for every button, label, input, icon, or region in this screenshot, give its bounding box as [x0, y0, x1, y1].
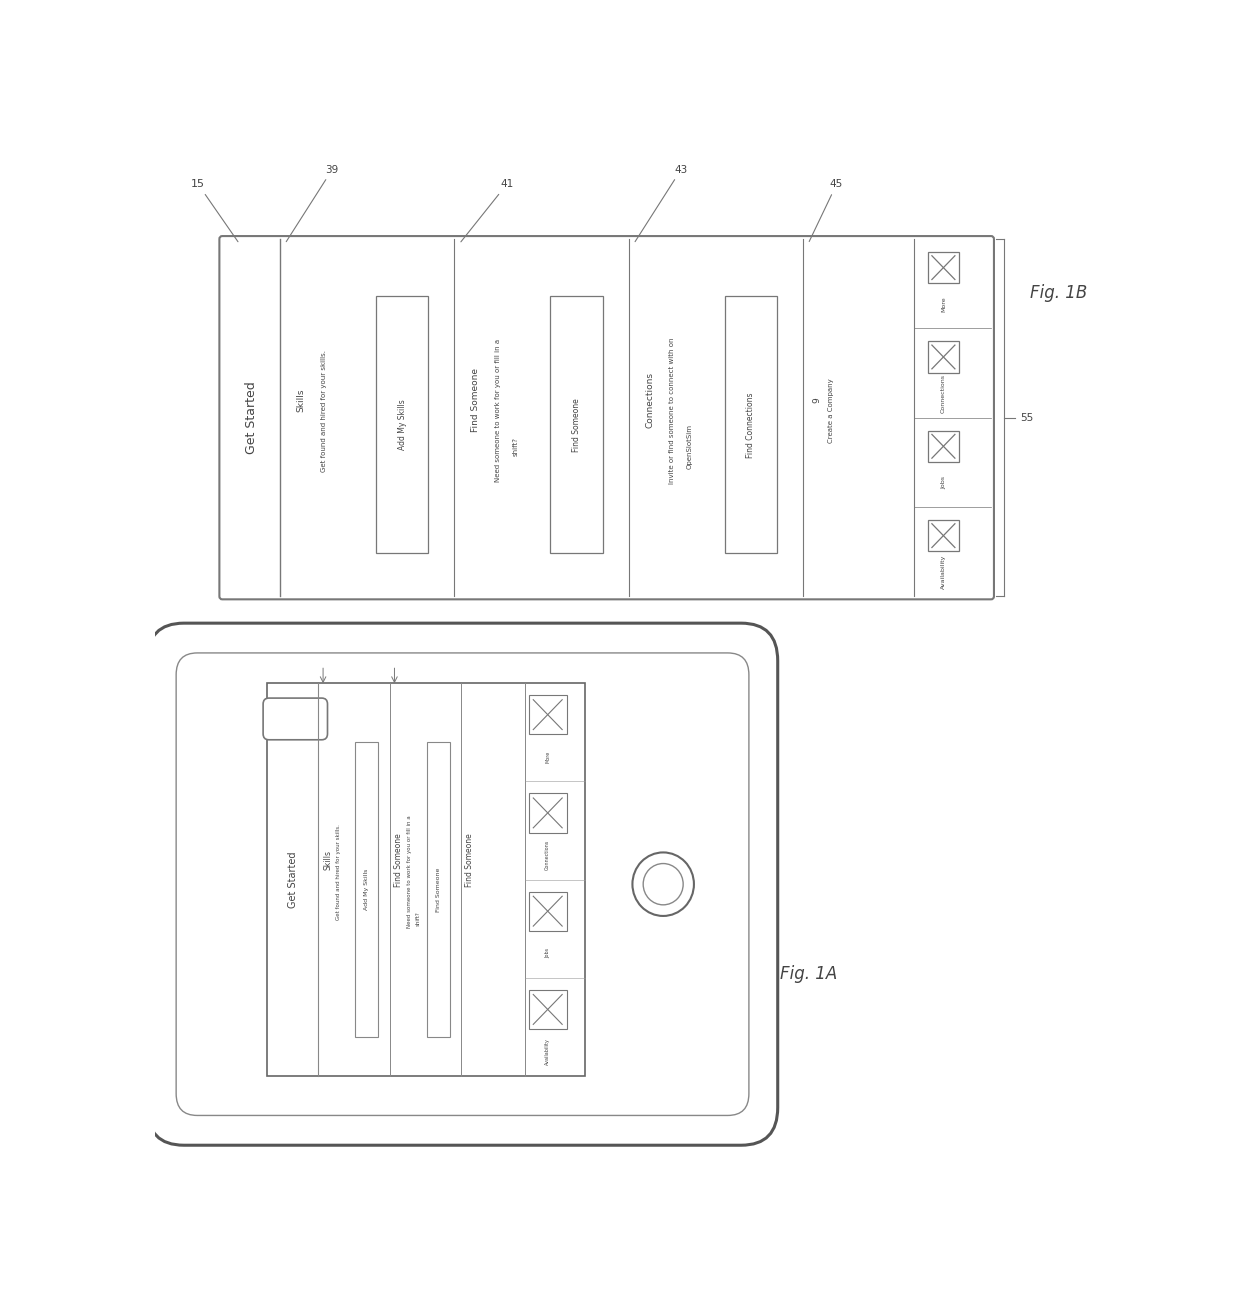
- Text: Availability: Availability: [941, 556, 946, 589]
- Text: Get Started: Get Started: [244, 382, 258, 454]
- Text: Get Started: Get Started: [288, 852, 298, 907]
- Bar: [724, 296, 777, 553]
- Text: Invite or find someone to connect with on: Invite or find someone to connect with o…: [670, 338, 676, 483]
- Text: 15: 15: [191, 179, 238, 242]
- Text: Find Someone: Find Someone: [465, 833, 474, 887]
- Text: Fig. 1B: Fig. 1B: [1029, 284, 1086, 302]
- Text: Find Connections: Find Connections: [746, 392, 755, 458]
- Bar: [929, 342, 959, 373]
- Text: shift?: shift?: [415, 911, 420, 927]
- Text: Skills: Skills: [324, 849, 332, 870]
- Text: Skills: Skills: [296, 388, 305, 411]
- Text: More: More: [546, 750, 551, 763]
- Circle shape: [644, 864, 683, 905]
- Text: 39: 39: [286, 165, 339, 241]
- Text: 9: 9: [812, 397, 821, 402]
- Text: Availability: Availability: [546, 1038, 551, 1065]
- Text: Create a Company: Create a Company: [828, 378, 835, 443]
- FancyBboxPatch shape: [263, 699, 327, 740]
- Text: Find Someone: Find Someone: [572, 398, 582, 451]
- Text: Find Someone: Find Someone: [394, 833, 403, 887]
- Bar: [551, 296, 603, 553]
- Text: Connections: Connections: [941, 374, 946, 412]
- Text: 41: 41: [461, 179, 513, 242]
- Text: Add My Skills: Add My Skills: [398, 400, 407, 450]
- Text: Connections: Connections: [546, 840, 551, 870]
- Text: Get found and hired for your skills.: Get found and hired for your skills.: [336, 824, 341, 920]
- Text: Jobs: Jobs: [941, 477, 946, 490]
- Bar: [528, 695, 567, 735]
- Text: OpenSlotSim: OpenSlotSim: [687, 424, 693, 469]
- Bar: [376, 296, 428, 553]
- FancyBboxPatch shape: [176, 654, 749, 1115]
- Text: Find Someone: Find Someone: [435, 867, 440, 911]
- Bar: [528, 793, 567, 833]
- FancyBboxPatch shape: [148, 623, 777, 1145]
- Circle shape: [632, 852, 694, 916]
- Text: Get found and hired for your skills.: Get found and hired for your skills.: [320, 349, 326, 472]
- Bar: [427, 742, 450, 1036]
- Bar: [929, 251, 959, 284]
- Text: Find Someone: Find Someone: [471, 367, 480, 432]
- Text: Add My Skills: Add My Skills: [365, 869, 370, 910]
- Text: shift?: shift?: [512, 437, 518, 456]
- Bar: [528, 892, 567, 931]
- Text: 43: 43: [635, 165, 688, 241]
- Text: Need someone to work for you or fill in a: Need someone to work for you or fill in …: [407, 816, 412, 928]
- Text: 45: 45: [810, 179, 843, 241]
- Bar: [929, 519, 959, 552]
- Bar: [356, 742, 378, 1036]
- Text: Fig. 1A: Fig. 1A: [780, 964, 837, 982]
- Text: Connections: Connections: [645, 371, 655, 428]
- FancyBboxPatch shape: [219, 236, 994, 599]
- Text: More: More: [941, 296, 946, 312]
- Bar: [268, 683, 585, 1076]
- Bar: [929, 431, 959, 461]
- Text: 55: 55: [1021, 412, 1033, 423]
- Text: Need someone to work for you or fill in a: Need someone to work for you or fill in …: [495, 339, 501, 482]
- Text: Jobs: Jobs: [546, 949, 551, 959]
- Bar: [528, 990, 567, 1029]
